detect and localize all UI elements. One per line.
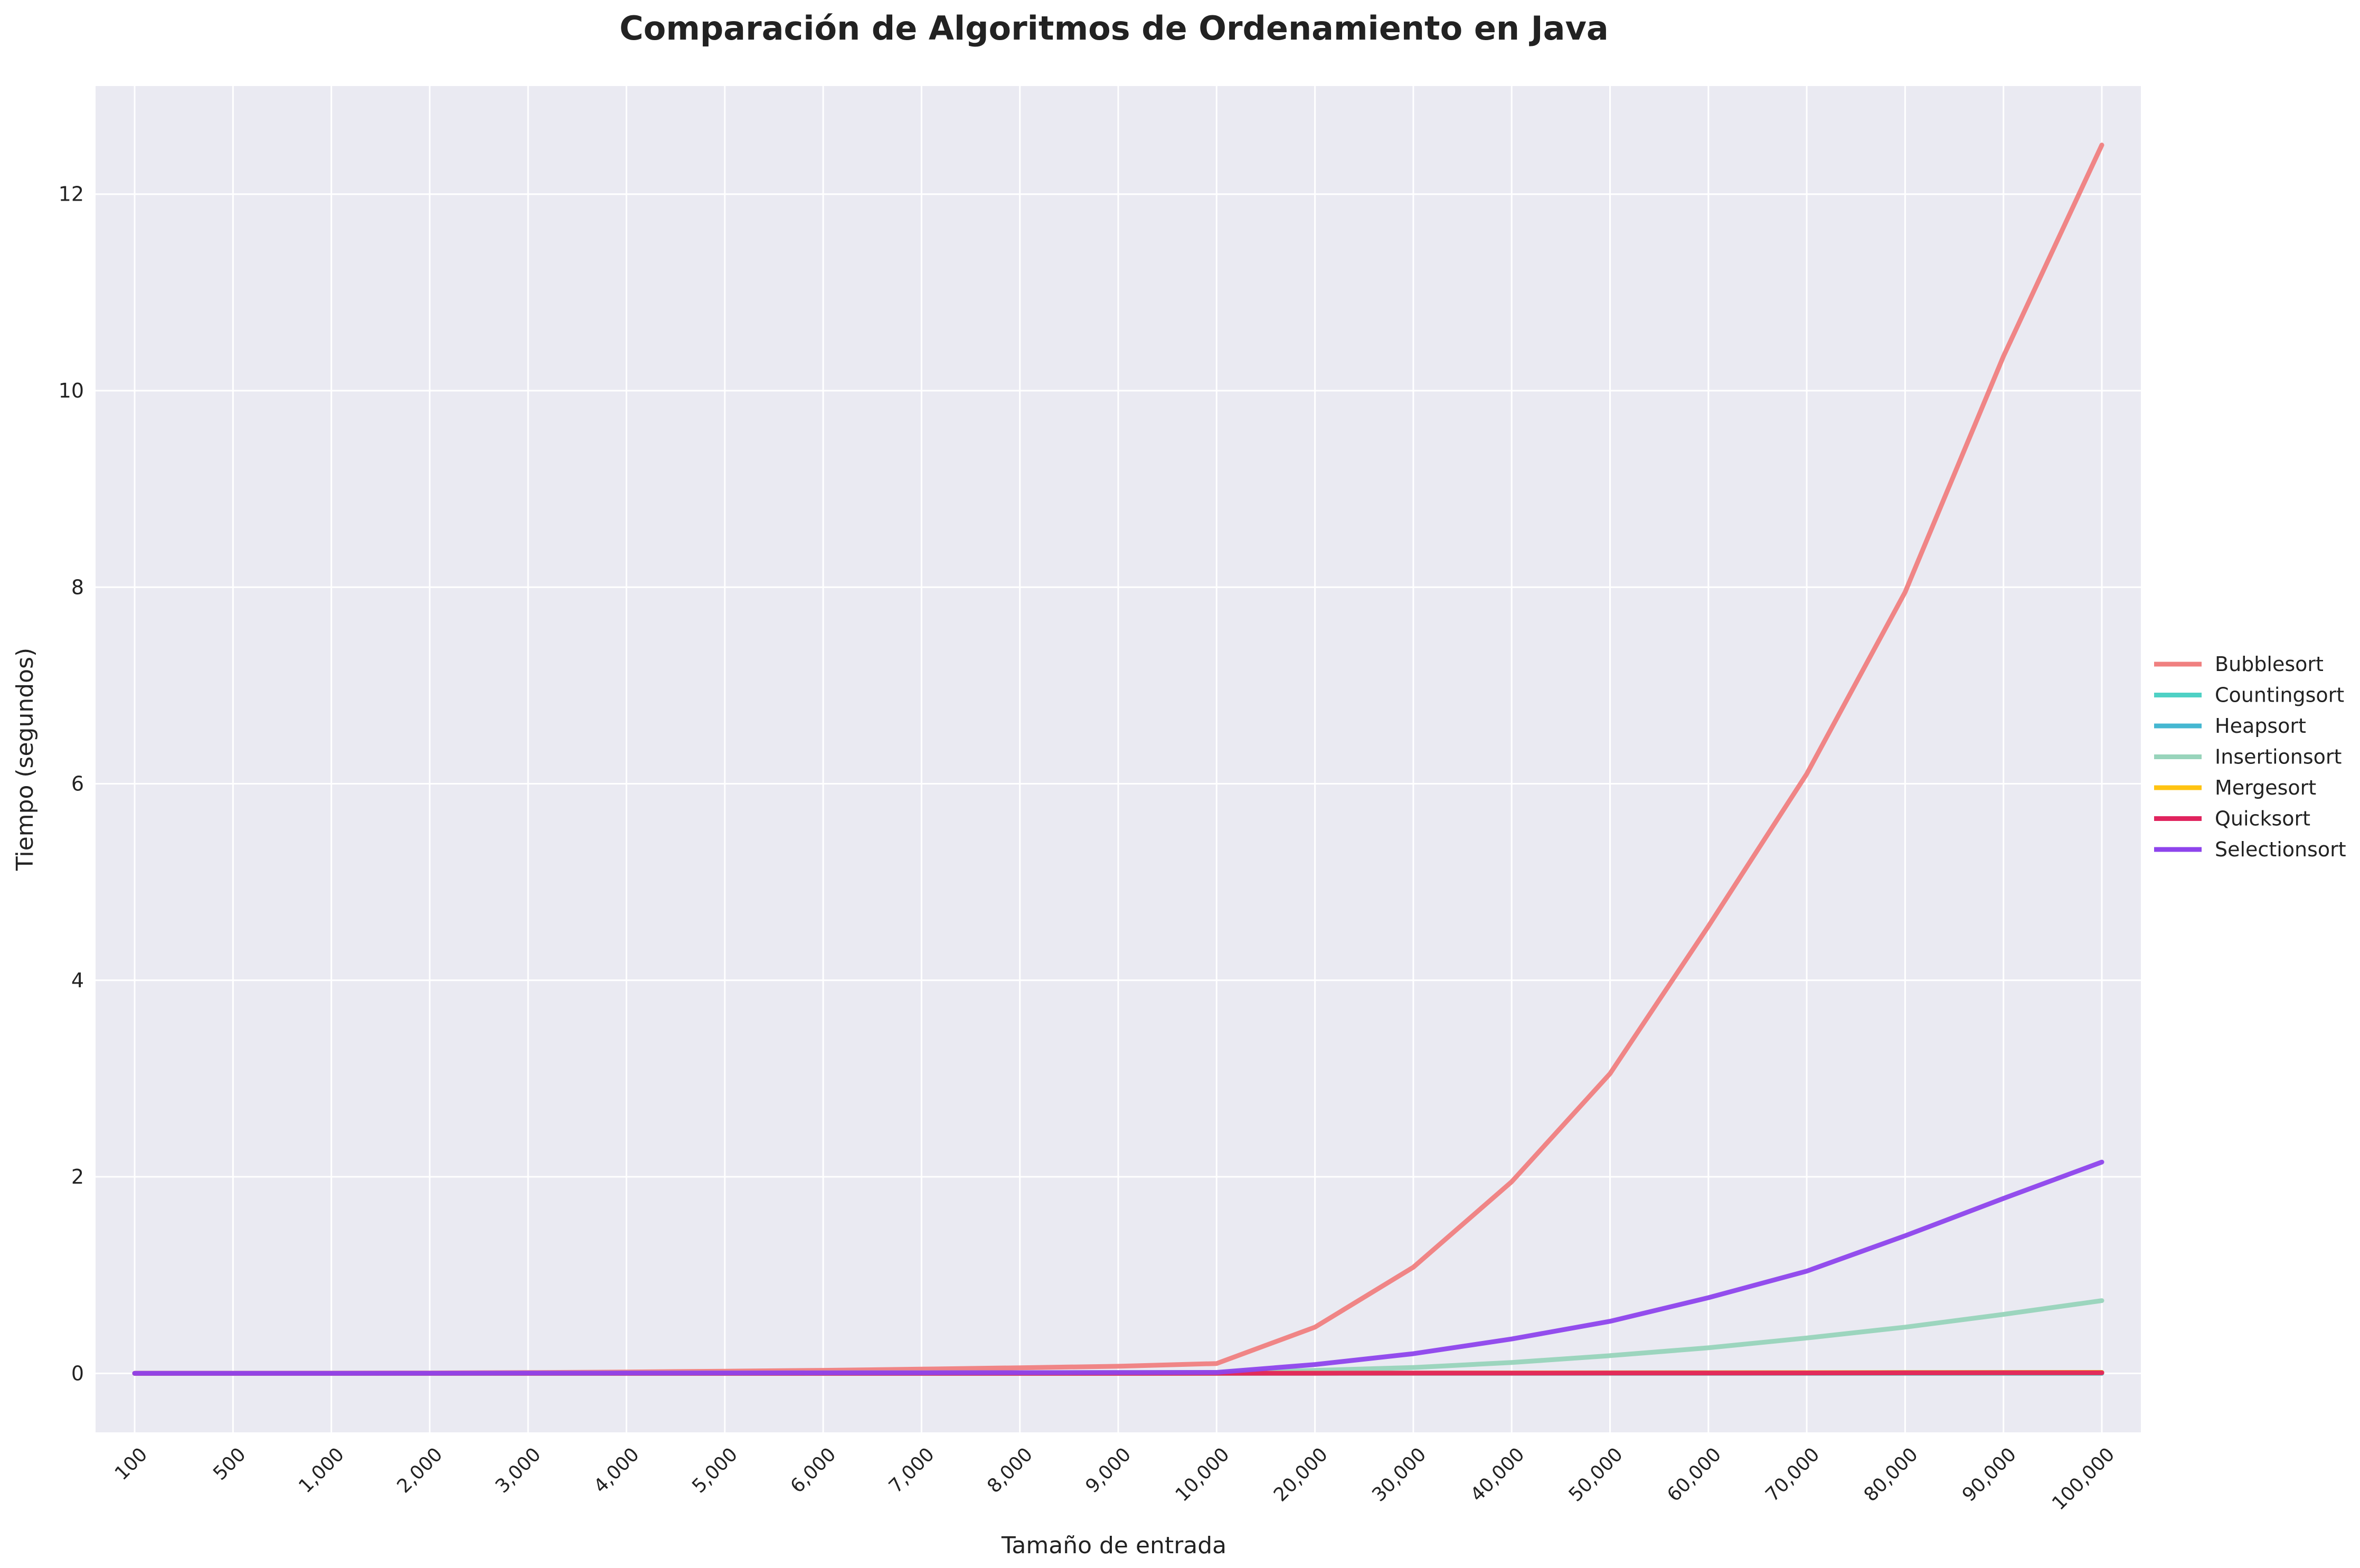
legend: Bubblesort Countingsort Heapsort Insertions… — [2154, 653, 2346, 861]
legend-label-heapsort: Heapsort — [2215, 714, 2306, 738]
x-tick-label: 60,000 — [1663, 1443, 1725, 1506]
x-tick-label: 7,000 — [885, 1443, 939, 1497]
x-tick-label: 40,000 — [1466, 1443, 1528, 1506]
y-tick-label: 6 — [71, 772, 84, 796]
x-tick-label: 1,000 — [295, 1443, 348, 1497]
x-tick-label: 20,000 — [1270, 1443, 1332, 1506]
x-tick-label: 100,000 — [2048, 1443, 2119, 1514]
y-tick-label: 4 — [71, 969, 84, 992]
x-tick-label: 5,000 — [688, 1443, 742, 1497]
series-line-selectionsort — [132, 1159, 2104, 1376]
y-tick-label: 10 — [59, 379, 84, 402]
legend-label-quicksort: Quicksort — [2215, 807, 2310, 830]
legend-label-insertionsort: Insertionsort — [2215, 745, 2342, 769]
y-tick-label: 2 — [71, 1165, 84, 1188]
y-tick-label: 0 — [71, 1362, 84, 1385]
x-tick-label: 6,000 — [787, 1443, 841, 1497]
x-tick-label: 500 — [209, 1443, 250, 1485]
y-axis-label: Tiempo (segundos) — [12, 648, 39, 871]
x-tick-label: 90,000 — [1958, 1443, 2021, 1506]
x-tick-label: 70,000 — [1761, 1443, 1824, 1506]
x-tick-label: 30,000 — [1368, 1443, 1430, 1506]
y-tick-label: 12 — [59, 183, 84, 206]
legend-label-mergesort: Mergesort — [2215, 776, 2316, 799]
legend-label-bubblesort: Bubblesort — [2215, 653, 2324, 676]
y-axis-ticks: 0 2 4 6 8 10 12 — [59, 183, 84, 1385]
x-tick-label: 50,000 — [1565, 1443, 1627, 1506]
x-tick-label: 100 — [111, 1443, 152, 1485]
x-axis-label: Tamaño de entrada — [1001, 1532, 1226, 1559]
x-tick-label: 8,000 — [983, 1443, 1037, 1497]
y-tick-label: 8 — [71, 575, 84, 599]
x-tick-label: 9,000 — [1081, 1443, 1135, 1497]
chart-title: Comparación de Algoritmos de Ordenamient… — [619, 9, 1609, 48]
series-lines — [132, 143, 2104, 1376]
legend-label-countingsort: Countingsort — [2215, 684, 2344, 707]
x-tick-label: 2,000 — [393, 1443, 447, 1497]
x-tick-label: 80,000 — [1860, 1443, 1922, 1506]
grid-vertical — [134, 86, 2103, 1432]
x-axis-ticks: 100 500 1,000 2,000 3,000 4,000 5,000 6,000 7,00… — [111, 1443, 2119, 1514]
x-tick-label: 4,000 — [590, 1443, 644, 1497]
x-tick-label: 10,000 — [1172, 1443, 1234, 1506]
x-tick-label: 3,000 — [492, 1443, 545, 1497]
legend-label-selectionsort: Selectionsort — [2215, 838, 2346, 861]
